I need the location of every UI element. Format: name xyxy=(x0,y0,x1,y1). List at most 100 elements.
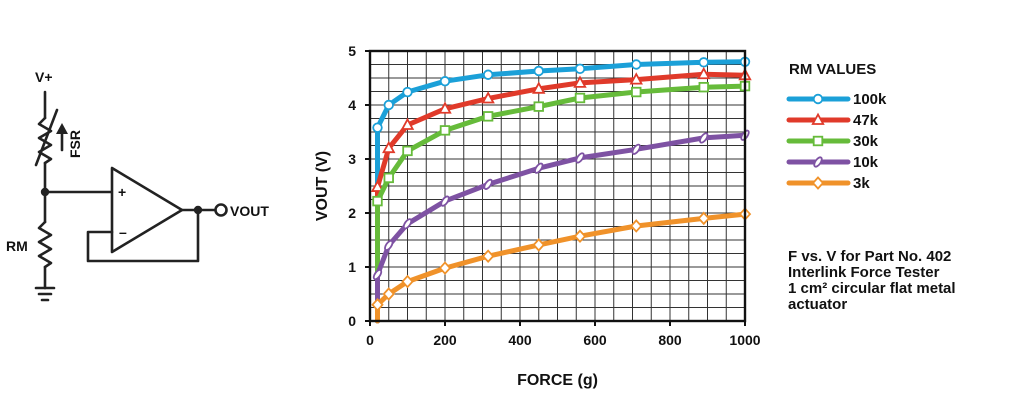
data-point-3k xyxy=(630,219,643,233)
fsr-variable-arrow xyxy=(34,108,59,167)
data-point-10k xyxy=(384,239,394,251)
data-point-3k xyxy=(371,297,384,312)
fsr-pressure-arrow-icon xyxy=(56,123,68,134)
plot-frame xyxy=(368,49,747,323)
x-tick-label: 200 xyxy=(433,332,457,348)
data-point-100k xyxy=(439,76,451,87)
data-point-100k xyxy=(631,59,642,70)
series-3k xyxy=(371,207,752,324)
legend-label-100k: 100k xyxy=(853,91,887,108)
data-point-10k xyxy=(402,218,413,230)
note-line: 1 cm² circular flat metal xyxy=(788,280,956,297)
data-point-30k xyxy=(698,81,709,93)
series-47k xyxy=(370,66,752,324)
data-point-10k xyxy=(631,143,641,155)
data-point-3k xyxy=(573,229,587,244)
data-point-3k xyxy=(532,238,545,252)
legend-marker-100k xyxy=(812,93,824,105)
data-point-47k xyxy=(697,66,711,80)
data-point-47k xyxy=(438,101,452,114)
data-point-10k xyxy=(372,268,383,281)
y-tick-label: 0 xyxy=(348,313,356,329)
data-point-30k xyxy=(533,101,544,112)
legend-title: RM VALUES xyxy=(789,61,876,78)
opamp-triangle xyxy=(110,166,184,254)
note-line: actuator xyxy=(788,296,848,313)
x-axis-title: FORCE (g) xyxy=(517,372,598,389)
data-point-100k xyxy=(533,65,544,77)
data-point-47k xyxy=(481,91,495,104)
data-point-100k xyxy=(383,99,394,111)
series-line-47k xyxy=(375,71,748,324)
y-tick-label: 3 xyxy=(348,151,356,167)
data-point-3k xyxy=(438,261,452,275)
supply-label: V+ xyxy=(35,69,53,85)
legend-marker-30k xyxy=(812,135,824,147)
data-point-100k xyxy=(574,63,586,75)
rm-label: RM xyxy=(6,238,28,254)
chart-grid xyxy=(369,50,746,322)
vout-label: VOUT xyxy=(230,203,269,219)
y-tick-label: 4 xyxy=(348,97,356,113)
y-tick-label: 5 xyxy=(348,43,356,59)
data-point-100k xyxy=(402,86,413,98)
data-point-30k xyxy=(402,145,413,157)
note-line: F vs. V for Part No. 402 xyxy=(788,248,952,265)
x-tick-label: 1000 xyxy=(729,332,760,348)
legend-marker-10k xyxy=(813,156,823,168)
note-line: Interlink Force Tester xyxy=(788,264,940,281)
x-tick-label: 400 xyxy=(508,332,532,348)
data-point-47k xyxy=(382,140,396,154)
data-point-30k xyxy=(439,125,451,136)
chart-series xyxy=(370,56,752,324)
tick-labels: 0 200 400 600 800 1000 0 1 2 3 4 5 xyxy=(348,43,761,348)
legend-label-30k: 30k xyxy=(853,133,879,150)
feedback-wire xyxy=(86,208,200,263)
data-point-30k xyxy=(383,172,394,184)
series-line-10k xyxy=(375,132,748,324)
data-point-10k xyxy=(483,178,493,190)
series-line-30k xyxy=(375,83,748,324)
data-point-47k xyxy=(629,72,643,85)
data-point-30k xyxy=(574,92,586,104)
data-point-100k xyxy=(372,122,383,133)
legend-label-47k: 47k xyxy=(853,112,879,129)
data-point-30k xyxy=(631,86,642,98)
fsr-label: FSR xyxy=(67,130,83,158)
data-point-30k xyxy=(372,195,383,207)
data-point-100k xyxy=(698,57,709,68)
y-tick-label: 2 xyxy=(348,205,356,221)
y-tick-label: 1 xyxy=(348,259,356,275)
y-axis-title: VOUT (V) xyxy=(314,151,331,221)
x-tick-label: 600 xyxy=(583,332,607,348)
data-point-3k xyxy=(481,249,495,264)
output-terminal xyxy=(214,203,228,217)
legend: RM VALUES 100k 47k 30k 10k 3k xyxy=(786,61,887,192)
legend-marker-3k xyxy=(811,176,825,190)
data-point-10k xyxy=(440,195,450,207)
data-point-3k xyxy=(401,274,414,289)
data-point-30k xyxy=(482,111,494,122)
data-point-10k xyxy=(575,152,585,164)
data-point-3k xyxy=(382,287,395,301)
series-100k xyxy=(372,56,751,324)
series-line-3k xyxy=(375,211,748,324)
data-point-3k xyxy=(697,211,710,226)
circuit-schematic xyxy=(34,90,228,302)
opamp-plus-sign: + xyxy=(118,184,126,200)
x-tick-label: 0 xyxy=(366,332,374,348)
data-point-47k xyxy=(400,117,415,130)
data-point-10k xyxy=(699,132,709,144)
chart-note: F vs. V for Part No. 402 Interlink Force… xyxy=(788,249,1023,313)
rm-resistor-zigzag xyxy=(37,220,53,269)
legend-label-3k: 3k xyxy=(853,175,870,192)
series-10k xyxy=(372,129,750,324)
data-point-100k xyxy=(482,69,494,80)
opamp-minus-sign: – xyxy=(119,224,127,240)
data-point-47k xyxy=(370,179,385,192)
data-point-10k xyxy=(534,162,544,174)
legend-marker-47k xyxy=(811,112,825,125)
x-tick-label: 800 xyxy=(658,332,682,348)
legend-label-10k: 10k xyxy=(853,154,879,171)
